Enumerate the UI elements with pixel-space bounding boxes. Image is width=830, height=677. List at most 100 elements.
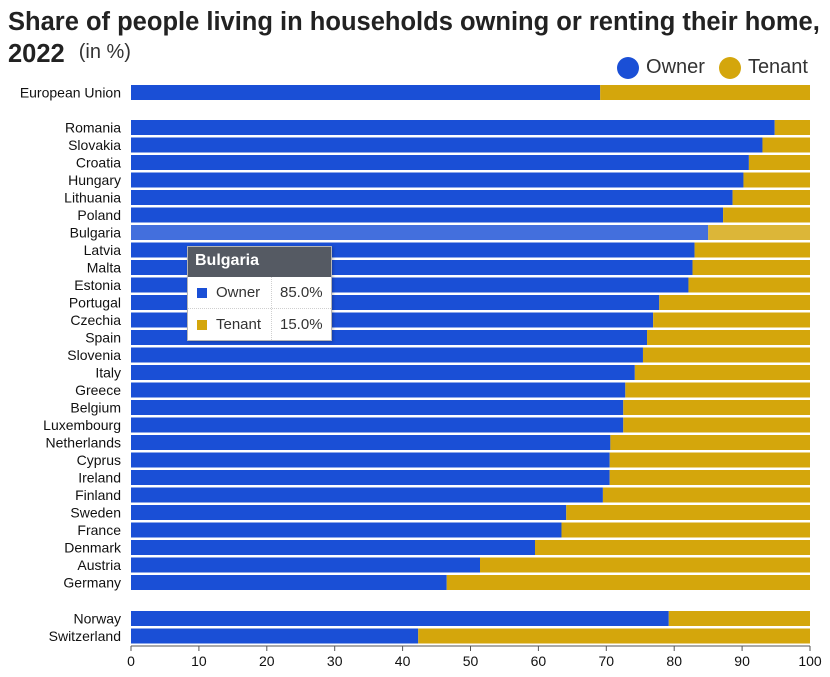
x-tick-label-0: 0 (127, 653, 135, 669)
category-label-czechia: Czechia (70, 312, 121, 328)
category-label-switzerland: Switzerland (49, 628, 121, 644)
category-label-romania: Romania (65, 120, 121, 136)
chart-title: Share of people living in households own… (8, 6, 828, 72)
bar-owner-european-union (131, 85, 601, 100)
x-tick-label-90: 90 (734, 653, 750, 669)
bar-tenant-greece (625, 382, 810, 398)
bar-owner-sweden (131, 505, 567, 520)
x-tick-label-80: 80 (666, 653, 682, 669)
category-label-belgium: Belgium (70, 400, 121, 416)
bar-owner-lithuania (131, 190, 733, 205)
bar-tenant-cyprus (609, 452, 810, 468)
bar-owner-greece (131, 382, 626, 398)
tooltip-row-tenant: Tenant 15.0% (188, 308, 331, 340)
tooltip-owner-label: Owner (216, 284, 261, 301)
category-label-latvia: Latvia (84, 242, 122, 258)
tooltip-owner-value: 85.0% (271, 277, 323, 308)
category-label-italy: Italy (95, 365, 121, 381)
tooltip-title: Bulgaria (188, 247, 331, 277)
category-label-germany: Germany (63, 575, 121, 591)
bar-tenant-estonia (688, 277, 810, 293)
category-label-cyprus: Cyprus (77, 452, 121, 468)
bar-owner-ireland (131, 470, 610, 485)
category-label-luxembourg: Luxembourg (43, 417, 121, 433)
bar-tenant-netherlands (610, 435, 810, 450)
bar-tenant-malta (692, 260, 810, 275)
x-tick-label-60: 60 (531, 653, 547, 669)
bar-owner-austria (131, 557, 481, 573)
category-label-france: France (77, 522, 121, 538)
chart-title-text: Share of people living in households own… (8, 8, 820, 68)
bar-tenant-slovakia (762, 137, 810, 153)
bar-owner-luxembourg (131, 417, 624, 433)
category-label-austria: Austria (77, 557, 121, 573)
bar-tenant-finland (602, 487, 810, 503)
bar-owner-hungary (131, 172, 744, 188)
bar-owner-croatia (131, 155, 749, 170)
category-label-bulgaria: Bulgaria (70, 225, 122, 241)
bar-owner-switzerland (131, 628, 419, 644)
tooltip-owner-swatch (197, 287, 207, 298)
category-label-malta: Malta (87, 260, 121, 276)
category-label-poland: Poland (77, 207, 121, 223)
bar-tenant-european-union (600, 85, 810, 100)
legend: Owner Tenant (617, 56, 808, 79)
bar-tenant-lithuania (732, 190, 810, 205)
bar-tenant-hungary (743, 172, 810, 188)
bar-tenant-italy (634, 365, 810, 380)
bar-owner-netherlands (131, 435, 611, 450)
x-tick-label-20: 20 (259, 653, 275, 669)
bar-owner-germany (131, 575, 447, 590)
legend-item-owner[interactable]: Owner (617, 56, 705, 79)
category-label-sweden: Sweden (70, 505, 121, 521)
legend-owner-marker (617, 56, 640, 79)
bar-owner-norway (131, 611, 669, 626)
bar-owner-denmark (131, 540, 536, 555)
bar-tenant-croatia (748, 155, 810, 170)
bar-tenant-bulgaria (708, 225, 810, 240)
category-label-slovakia: Slovakia (68, 137, 121, 153)
bar-owner-france (131, 522, 562, 538)
bar-owner-finland (131, 487, 603, 503)
tooltip-row-owner: Owner 85.0% (188, 277, 331, 308)
category-label-ireland: Ireland (78, 470, 121, 486)
bar-tenant-ireland (609, 470, 810, 485)
tooltip-tenant-swatch (197, 319, 207, 330)
tooltip: Bulgaria Owner 85.0% Tenant 15.0% (187, 246, 332, 341)
legend-item-tenant[interactable]: Tenant (718, 56, 808, 79)
legend-tenant-label: Tenant (747, 56, 808, 78)
x-tick-label-40: 40 (395, 653, 411, 669)
bar-tenant-germany (446, 575, 810, 590)
bar-tenant-denmark (535, 540, 810, 555)
bar-tenant-sweden (566, 505, 810, 520)
legend-tenant-marker (718, 56, 741, 79)
category-label-greece: Greece (75, 382, 121, 398)
chart-header: Share of people living in households own… (8, 6, 828, 72)
bar-tenant-czechia (653, 312, 810, 328)
bar-tenant-switzerland (418, 628, 810, 644)
bar-tenant-poland (723, 207, 810, 223)
x-tick-label-30: 30 (327, 653, 343, 669)
category-label-netherlands: Netherlands (46, 435, 122, 451)
tooltip-tenant-label: Tenant (216, 316, 262, 333)
bar-tenant-belgium (623, 400, 810, 415)
x-tick-label-70: 70 (599, 653, 615, 669)
bar-tenant-luxembourg (623, 417, 810, 433)
chart-unit: (in %) (78, 41, 131, 63)
bar-owner-italy (131, 365, 635, 380)
bar-tenant-austria (480, 557, 810, 573)
bar-tenant-portugal (659, 295, 810, 310)
tooltip-tenant-value: 15.0% (271, 309, 323, 340)
bar-owner-slovenia (131, 347, 643, 363)
x-tick-label-10: 10 (191, 653, 207, 669)
category-label-finland: Finland (75, 487, 121, 503)
x-tick-label-50: 50 (463, 653, 479, 669)
bar-owner-bulgaria (131, 225, 709, 240)
x-tick-label-100: 100 (798, 653, 822, 669)
category-label-european-union: European Union (20, 85, 121, 101)
category-label-lithuania: Lithuania (64, 190, 121, 206)
bar-tenant-france (561, 522, 810, 538)
category-label-slovenia: Slovenia (67, 347, 121, 363)
bar-owner-slovakia (131, 137, 763, 153)
